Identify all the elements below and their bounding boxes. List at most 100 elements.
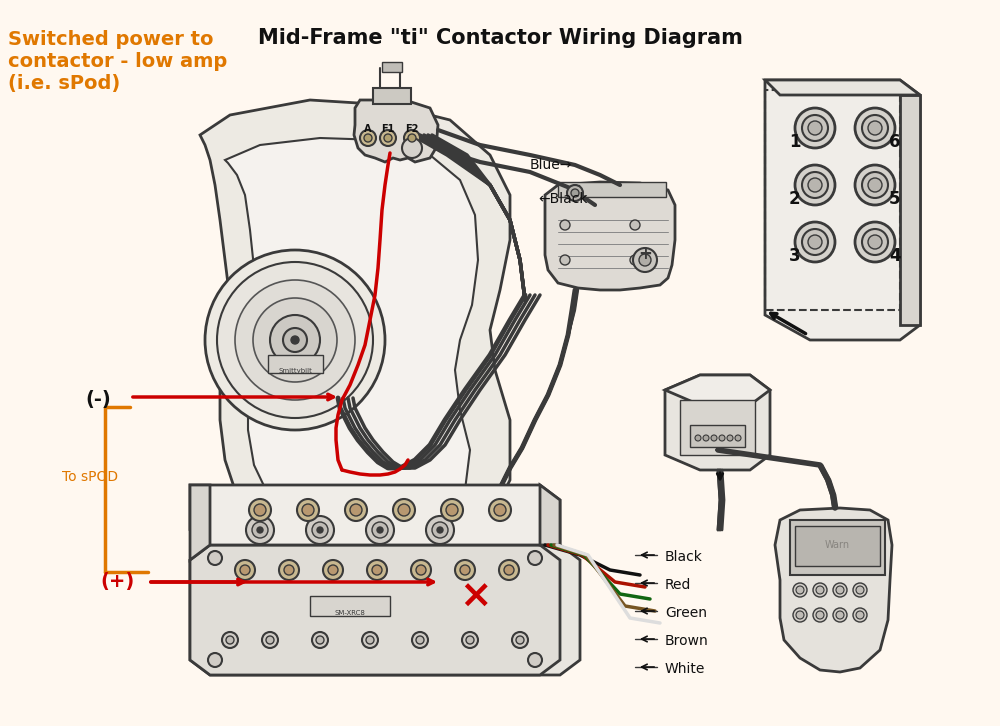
Circle shape bbox=[412, 632, 428, 648]
Polygon shape bbox=[665, 375, 770, 405]
Circle shape bbox=[795, 222, 835, 262]
Polygon shape bbox=[225, 138, 478, 535]
Circle shape bbox=[432, 522, 448, 538]
Circle shape bbox=[208, 653, 222, 667]
Circle shape bbox=[833, 608, 847, 622]
Polygon shape bbox=[900, 95, 920, 325]
Polygon shape bbox=[765, 80, 920, 95]
Circle shape bbox=[253, 298, 337, 382]
Circle shape bbox=[266, 636, 274, 644]
Text: A: A bbox=[364, 124, 372, 134]
Circle shape bbox=[711, 435, 717, 441]
Circle shape bbox=[416, 565, 426, 575]
Circle shape bbox=[489, 499, 511, 521]
Circle shape bbox=[868, 121, 882, 135]
Circle shape bbox=[816, 611, 824, 619]
Circle shape bbox=[560, 255, 570, 265]
Circle shape bbox=[808, 178, 822, 192]
Bar bbox=[382, 62, 402, 72]
Circle shape bbox=[441, 499, 463, 521]
Text: ←Black: ←Black bbox=[538, 192, 588, 206]
Circle shape bbox=[312, 632, 328, 648]
Circle shape bbox=[312, 522, 328, 538]
Text: SM-XRC8: SM-XRC8 bbox=[335, 610, 365, 616]
Circle shape bbox=[793, 608, 807, 622]
Circle shape bbox=[380, 130, 396, 146]
Circle shape bbox=[462, 632, 478, 648]
Circle shape bbox=[222, 632, 238, 648]
Polygon shape bbox=[190, 485, 210, 560]
Circle shape bbox=[235, 280, 355, 400]
Text: 1: 1 bbox=[789, 133, 800, 151]
Circle shape bbox=[639, 254, 651, 266]
Circle shape bbox=[360, 130, 376, 146]
Text: +: + bbox=[638, 245, 652, 263]
Circle shape bbox=[366, 636, 374, 644]
Text: Warn: Warn bbox=[824, 540, 850, 550]
Circle shape bbox=[813, 583, 827, 597]
Circle shape bbox=[252, 522, 268, 538]
Circle shape bbox=[323, 560, 343, 580]
Circle shape bbox=[393, 499, 415, 521]
Circle shape bbox=[411, 560, 431, 580]
Polygon shape bbox=[200, 100, 510, 562]
Bar bbox=[268, 355, 323, 373]
Circle shape bbox=[802, 115, 828, 141]
Circle shape bbox=[254, 504, 266, 516]
Circle shape bbox=[246, 516, 274, 544]
Circle shape bbox=[862, 115, 888, 141]
Polygon shape bbox=[765, 80, 920, 340]
Circle shape bbox=[833, 583, 847, 597]
Circle shape bbox=[384, 134, 392, 142]
Circle shape bbox=[795, 108, 835, 148]
Circle shape bbox=[257, 527, 263, 533]
Circle shape bbox=[404, 130, 420, 146]
Circle shape bbox=[795, 165, 835, 205]
Text: Brown: Brown bbox=[665, 634, 709, 648]
Circle shape bbox=[793, 583, 807, 597]
Polygon shape bbox=[665, 375, 770, 470]
Circle shape bbox=[853, 583, 867, 597]
Circle shape bbox=[836, 586, 844, 594]
Circle shape bbox=[630, 255, 640, 265]
Circle shape bbox=[808, 121, 822, 135]
Text: 6: 6 bbox=[889, 133, 900, 151]
Circle shape bbox=[262, 632, 278, 648]
Polygon shape bbox=[190, 545, 560, 675]
Circle shape bbox=[633, 248, 657, 272]
Circle shape bbox=[306, 516, 334, 544]
Circle shape bbox=[802, 172, 828, 198]
Circle shape bbox=[402, 138, 422, 158]
Circle shape bbox=[560, 220, 570, 230]
Text: To sPOD: To sPOD bbox=[62, 470, 118, 484]
Circle shape bbox=[855, 108, 895, 148]
Circle shape bbox=[571, 189, 579, 197]
Circle shape bbox=[377, 527, 383, 533]
Circle shape bbox=[350, 504, 362, 516]
Text: Black: Black bbox=[665, 550, 703, 564]
Circle shape bbox=[372, 522, 388, 538]
Polygon shape bbox=[190, 485, 560, 545]
Circle shape bbox=[297, 499, 319, 521]
Text: Green: Green bbox=[665, 606, 707, 620]
Bar bbox=[790, 520, 885, 575]
Circle shape bbox=[345, 499, 367, 521]
Circle shape bbox=[226, 636, 234, 644]
Text: Red: Red bbox=[665, 578, 691, 592]
Circle shape bbox=[466, 636, 474, 644]
Circle shape bbox=[567, 185, 583, 201]
Circle shape bbox=[855, 222, 895, 262]
Circle shape bbox=[868, 178, 882, 192]
Text: 2: 2 bbox=[789, 190, 801, 208]
Circle shape bbox=[416, 636, 424, 644]
Circle shape bbox=[235, 560, 255, 580]
Polygon shape bbox=[540, 485, 560, 545]
Circle shape bbox=[813, 608, 827, 622]
Circle shape bbox=[364, 134, 372, 142]
Circle shape bbox=[735, 435, 741, 441]
Circle shape bbox=[460, 565, 470, 575]
Circle shape bbox=[291, 336, 299, 344]
Circle shape bbox=[317, 527, 323, 533]
Circle shape bbox=[283, 328, 307, 352]
Text: ×: × bbox=[459, 578, 491, 616]
